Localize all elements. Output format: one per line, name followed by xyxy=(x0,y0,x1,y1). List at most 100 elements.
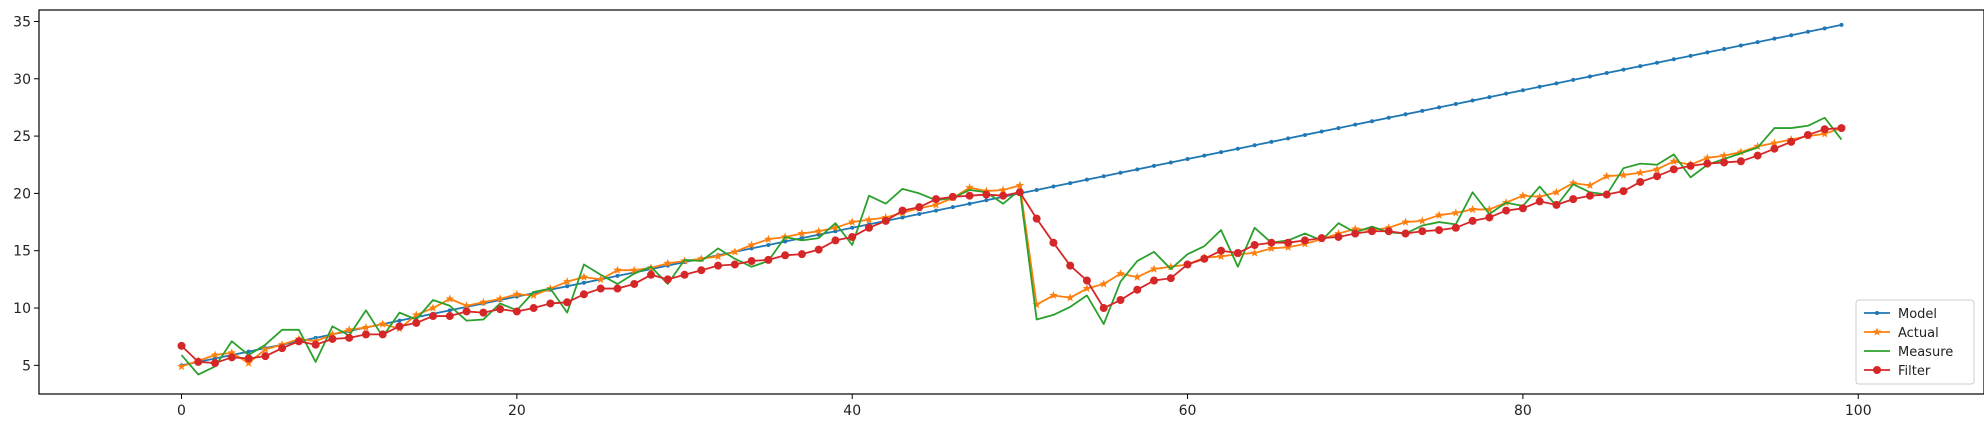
series-actual-point xyxy=(747,240,756,249)
series-filter-point xyxy=(1753,151,1762,160)
series-actual-point xyxy=(445,294,455,303)
series-filter-point xyxy=(563,298,572,307)
series-model-point xyxy=(1839,22,1844,27)
series-actual-point xyxy=(596,274,605,284)
series-actual-point xyxy=(512,289,522,298)
series-model-point xyxy=(1252,143,1257,148)
series-filter-point xyxy=(714,261,723,270)
series-actual-point xyxy=(1485,204,1494,214)
series-model-point xyxy=(1235,146,1240,151)
series-model-point xyxy=(1353,122,1358,127)
y-tick-label: 35 xyxy=(13,14,31,30)
series-filter-point xyxy=(999,191,1008,200)
series-filter-point xyxy=(1686,161,1695,170)
series-filter-point xyxy=(1183,260,1192,269)
y-tick-label: 20 xyxy=(13,186,31,202)
x-tick-label: 0 xyxy=(177,403,186,419)
series-model-point xyxy=(246,349,251,354)
series-model-point xyxy=(1554,81,1559,86)
series-filter-point xyxy=(747,257,756,266)
series-model-point xyxy=(1453,101,1458,106)
series-model-point xyxy=(967,201,972,206)
series-actual-point xyxy=(1468,204,1477,214)
series-filter-point xyxy=(361,330,370,339)
x-tick-label: 40 xyxy=(843,403,861,419)
series-actual-point xyxy=(797,229,807,238)
series-model-point xyxy=(1470,98,1475,103)
series-actual-point xyxy=(1736,147,1746,156)
series-model-point xyxy=(1202,153,1207,158)
series-actual-point xyxy=(663,258,673,267)
series-filter-point xyxy=(1803,130,1812,139)
series-filter-point xyxy=(1200,254,1209,263)
series-filter-point xyxy=(294,337,303,346)
series-model-point xyxy=(1537,84,1542,89)
series-filter-point xyxy=(1250,240,1259,249)
series-filter-line xyxy=(180,127,1842,364)
series-filter-point xyxy=(1435,226,1444,235)
series-filter-point xyxy=(1150,276,1159,285)
series-actual-point xyxy=(411,310,421,319)
series-filter-point xyxy=(881,216,890,225)
series-filter-point xyxy=(1619,187,1628,196)
series-filter-point xyxy=(429,312,438,321)
series-actual-point xyxy=(479,297,488,306)
series-filter-point xyxy=(1518,204,1527,213)
series-model-point xyxy=(783,239,788,244)
series-actual-point xyxy=(1619,170,1628,179)
series-model-point xyxy=(397,318,402,323)
series-filter-point xyxy=(647,270,656,279)
series-filter-point xyxy=(1317,234,1326,243)
series-filter-point xyxy=(1116,296,1125,305)
series-actual-point xyxy=(1132,272,1142,281)
series-model-point xyxy=(565,284,570,289)
series-model-point xyxy=(1185,157,1190,162)
series-filter-point xyxy=(596,284,605,293)
series-model-point xyxy=(1604,71,1609,76)
series-filter-point xyxy=(1502,206,1511,215)
series-model-point xyxy=(1369,119,1374,124)
legend-label: Model xyxy=(1898,307,1937,322)
series-model-point xyxy=(1772,36,1777,41)
series-actual-point xyxy=(1585,180,1595,190)
series-model-point xyxy=(799,236,804,241)
legend-marker xyxy=(1875,311,1879,315)
series-model-point xyxy=(1135,167,1140,172)
series-model-point xyxy=(1319,129,1324,134)
series-actual-point xyxy=(529,290,538,300)
series-model-point xyxy=(1805,29,1810,34)
series-model-point xyxy=(1336,126,1341,131)
series-filter-point xyxy=(244,354,253,363)
series-model-point xyxy=(581,280,586,285)
series-actual-point xyxy=(579,272,589,281)
series-model-point xyxy=(615,273,620,278)
series-filter-point xyxy=(831,236,840,245)
series-filter-point xyxy=(965,191,974,200)
series-filter-point xyxy=(1367,227,1376,236)
y-tick-label: 5 xyxy=(22,358,31,374)
series-model-point xyxy=(1403,112,1408,117)
series-actual-point xyxy=(1703,153,1712,162)
series-filter-point xyxy=(1133,285,1142,294)
series-actual-point xyxy=(1552,187,1561,196)
y-tick-label: 15 xyxy=(13,244,31,260)
y-tick-label: 30 xyxy=(13,72,31,88)
series-filter-point xyxy=(261,352,270,361)
series-model-point xyxy=(1738,43,1743,48)
series-actual-point xyxy=(1770,138,1779,147)
legend-label: Actual xyxy=(1898,326,1939,341)
legend-item-actual: Actual xyxy=(1864,326,1939,341)
series-actual-point xyxy=(361,323,371,332)
series-model-point xyxy=(1437,105,1442,110)
y-tick-label: 10 xyxy=(13,301,31,317)
series-model-point xyxy=(1571,77,1576,82)
series-filter-point xyxy=(1300,236,1309,245)
series-filter-point xyxy=(1015,188,1024,197)
series-filter-point xyxy=(982,190,991,199)
series-filter-point xyxy=(395,322,404,331)
series-actual-point xyxy=(831,223,840,232)
series-model xyxy=(179,22,1844,368)
series-actual-point xyxy=(495,294,505,303)
series-actual-point xyxy=(1451,208,1461,217)
